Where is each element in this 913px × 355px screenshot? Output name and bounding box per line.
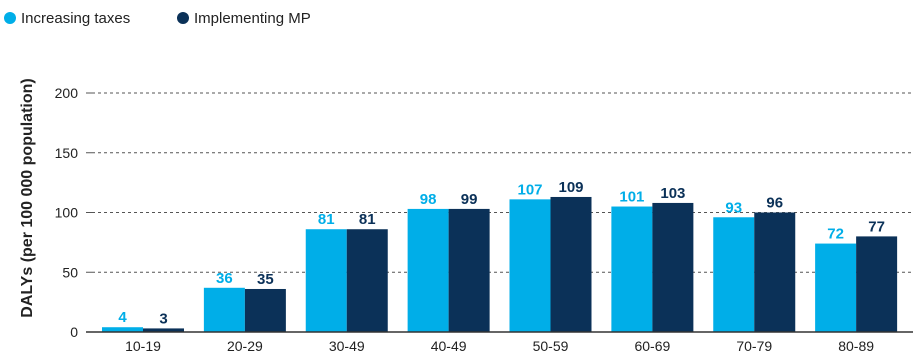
y-axis-label: DALYs (per 100 000 population) xyxy=(19,78,36,317)
y-tick-label: 50 xyxy=(62,264,78,280)
data-label: 77 xyxy=(868,218,885,235)
data-label: 81 xyxy=(359,211,376,228)
y-tick-label: 150 xyxy=(55,145,79,161)
legend-swatch-implementing-mp xyxy=(177,12,189,24)
legend-label-increasing-taxes: Increasing taxes xyxy=(21,10,130,27)
data-label: 99 xyxy=(461,191,478,208)
x-tick-label: 70-79 xyxy=(736,338,772,354)
x-tick-label: 80-89 xyxy=(838,338,874,354)
data-label: 93 xyxy=(725,199,742,216)
legend-swatch-increasing-taxes xyxy=(4,12,16,24)
bar-80-89-implementing-mp xyxy=(856,236,898,332)
x-tick-label: 50-59 xyxy=(533,338,569,354)
data-label: 4 xyxy=(118,309,127,326)
data-label: 101 xyxy=(619,189,644,206)
bar-60-69-implementing-mp xyxy=(652,202,694,332)
bar-70-79-increasing-taxes xyxy=(713,217,755,332)
bar-30-49-implementing-mp xyxy=(346,229,388,332)
data-label: 98 xyxy=(420,191,437,208)
bar-50-59-implementing-mp xyxy=(550,196,592,332)
data-label: 81 xyxy=(318,211,335,228)
legend: Increasing taxes Implementing MP xyxy=(4,10,311,27)
bars xyxy=(102,196,898,332)
data-label: 103 xyxy=(660,185,685,202)
bar-10-19-increasing-taxes xyxy=(102,327,143,332)
data-label: 109 xyxy=(558,179,583,196)
x-tick-label: 30-49 xyxy=(329,338,365,354)
data-label: 96 xyxy=(766,195,783,212)
y-tick-label: 100 xyxy=(55,205,79,221)
y-tick-label: 200 xyxy=(55,85,79,101)
data-label: 3 xyxy=(159,310,167,327)
bar-20-29-implementing-mp xyxy=(244,288,286,332)
x-axis-ticks: 10-19 20-29 30-49 40-49 50-59 60-69 70-79 80-89 xyxy=(125,338,874,354)
bar-40-49-implementing-mp xyxy=(448,208,490,332)
bar-50-59-increasing-taxes xyxy=(509,199,551,332)
x-tick-label: 10-19 xyxy=(125,338,161,354)
bar-70-79-implementing-mp xyxy=(754,212,796,332)
bar-30-49-increasing-taxes xyxy=(305,229,347,332)
y-axis-ticks: 0 50 100 150 200 xyxy=(55,85,92,340)
bar-10-19-implementing-mp xyxy=(143,328,184,332)
x-tick-label: 20-29 xyxy=(227,338,263,354)
data-label: 72 xyxy=(827,226,844,243)
legend-item-implementing-mp: Implementing MP xyxy=(177,10,311,27)
x-tick-label: 40-49 xyxy=(431,338,467,354)
legend-label-implementing-mp: Implementing MP xyxy=(194,10,311,27)
y-tick-label: 0 xyxy=(70,324,78,340)
data-label: 35 xyxy=(257,271,274,288)
bar-40-49-increasing-taxes xyxy=(407,208,449,332)
legend-item-increasing-taxes: Increasing taxes xyxy=(4,10,130,27)
data-labels: 4 3 36 35 81 81 98 99 107 109 101 103 93 96 72 77 xyxy=(118,179,885,327)
data-label: 36 xyxy=(216,270,233,287)
bar-60-69-increasing-taxes xyxy=(611,206,653,332)
bar-80-89-increasing-taxes xyxy=(815,243,857,332)
bar-20-29-increasing-taxes xyxy=(203,287,245,332)
x-tick-label: 60-69 xyxy=(634,338,670,354)
data-label: 107 xyxy=(517,181,542,198)
